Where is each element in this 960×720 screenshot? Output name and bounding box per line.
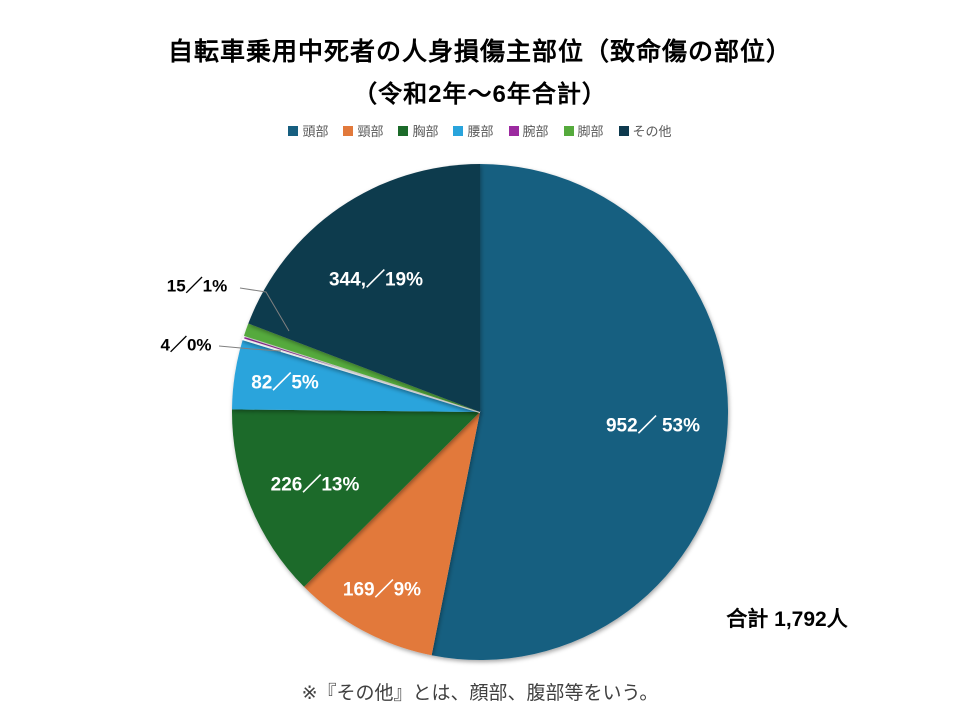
legend-swatch-head-icon [288, 125, 299, 136]
legend-label-waist: 腰部 [467, 124, 494, 139]
legend-swatch-other-icon [618, 125, 629, 136]
slice-label-arm: 4／0% [160, 335, 212, 355]
pie-slice-head [431, 164, 729, 661]
legend-item-waist: 腰部 [453, 121, 494, 140]
legend-label-chest: 胸部 [412, 124, 439, 139]
slice-label-neck: 169／9% [342, 579, 422, 601]
pie-slice-neck [304, 412, 480, 656]
pie-slice-arm [241, 334, 481, 413]
chart-title-line1: 自転車乗用中死者の人身損傷主部位（致命傷の部位） [167, 38, 792, 66]
legend-item-chest: 胸部 [398, 121, 438, 140]
slice-label-other: 344,／19% [328, 269, 424, 291]
legend-item-head: 頭部 [288, 121, 328, 140]
legend-label-head: 頭部 [302, 124, 329, 139]
legend-swatch-waist-icon [453, 125, 464, 136]
legend-swatch-neck-icon [343, 125, 354, 136]
legend-label-leg: 脚部 [577, 124, 604, 139]
legend-swatch-arm-icon [508, 125, 519, 136]
slice-label-head: 952／ 53% [605, 415, 701, 437]
legend-label-other: その他 [632, 124, 672, 139]
legend-label-neck: 頸部 [357, 124, 384, 139]
pie-slice-chest [231, 409, 480, 587]
legend-item-leg: 脚部 [563, 121, 604, 140]
leader-line-arm [218, 345, 282, 352]
total-label: 合計 1,792人 [726, 608, 848, 631]
chart-title-line2: （令和2年～6年合計） [353, 81, 607, 108]
pie-slice-leg [243, 323, 480, 412]
slice-label-leg: 15／1% [166, 276, 228, 296]
legend-swatch-chest-icon [398, 125, 409, 136]
legend-item-neck: 頸部 [343, 121, 383, 140]
legend-item-arm: 腕部 [508, 121, 549, 140]
footnote: ※『その他』とは、顔部、腹部等をいう。 [301, 683, 659, 704]
legend-item-other: その他 [618, 121, 672, 140]
legend-label-arm: 腕部 [522, 124, 549, 139]
legend-swatch-leg-icon [563, 125, 574, 136]
leader-line-leg [239, 287, 290, 332]
slice-label-waist: 82／5% [251, 372, 319, 394]
slice-label-chest: 226／13% [270, 474, 360, 496]
legend: 頭部 頸部 胸部 腰部 腕部 脚部 その他 [0, 121, 960, 140]
pie-slice-other [248, 164, 480, 412]
